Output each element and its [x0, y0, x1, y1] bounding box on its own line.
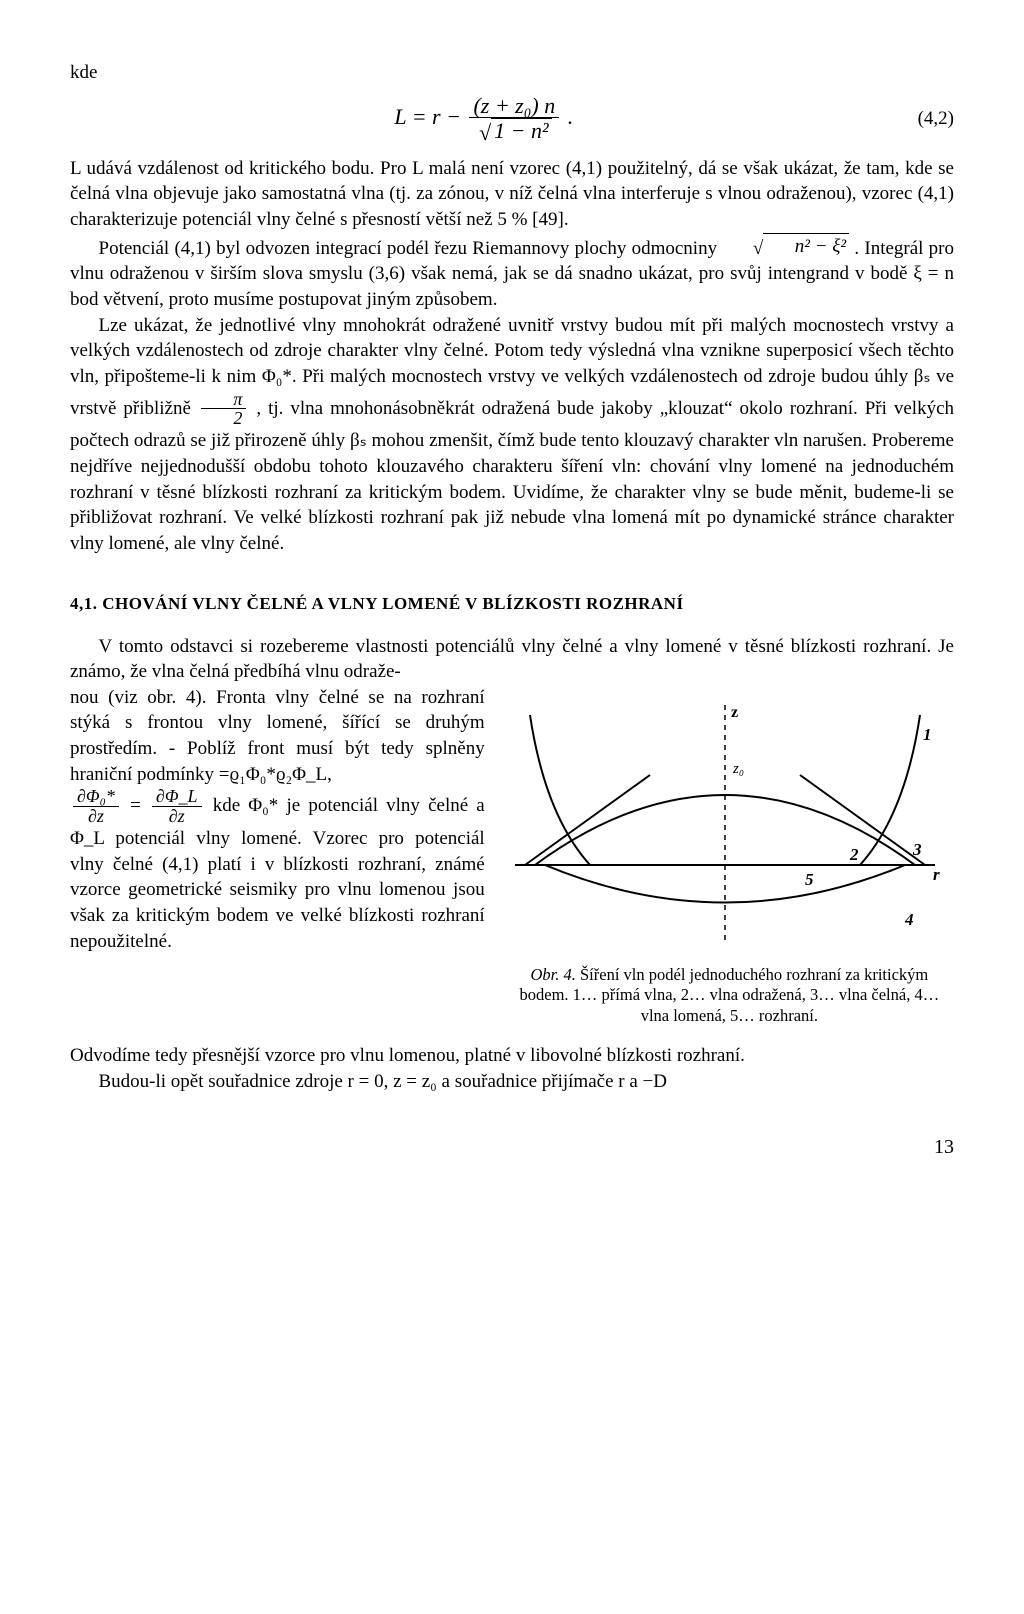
section-heading: 4,1. CHOVÁNÍ VLNY ČELNÉ A VLNY LOMENÉ V … — [70, 593, 954, 616]
eq-period: . — [568, 104, 574, 129]
dphil-bot: ∂z — [152, 807, 202, 826]
dphi0-top: ∂Φ₀* — [73, 787, 119, 807]
eq-numerator: (z + z₀) n — [469, 94, 559, 118]
pi-bot: 2 — [201, 409, 247, 428]
fig-label-3: 3 — [912, 840, 922, 859]
fig-label-z: z — [731, 704, 738, 721]
paragraph-2: Potenciál (4,1) byl odvozen integrací po… — [70, 233, 954, 313]
pi-top: π — [201, 390, 247, 410]
para2-sqrt: n² − ξ² — [722, 233, 849, 262]
fig-label-z0: z₀ — [732, 761, 744, 777]
paragraph-5: Odvodíme tedy přesnější vzorce pro vlnu … — [70, 1043, 954, 1069]
col-eq-eq: = — [130, 795, 149, 816]
kde-label: kde — [70, 60, 954, 86]
paragraph-1: L udává vzdálenost od kritického bodu. P… — [70, 156, 954, 233]
figure-4: z₀ z 1 2 3 4 5 r — [505, 695, 954, 955]
dphil-top: ∂Φ_L — [152, 787, 202, 807]
col-a: nou (viz obr. 4). Fronta vlny čelné se n… — [70, 687, 485, 785]
fig-label-1: 1 — [923, 725, 932, 744]
para2-a: Potenciál (4,1) byl odvozen integrací po… — [99, 238, 723, 259]
fig-caption-num: Obr. 4. — [530, 965, 575, 984]
paragraph-4-lead: V tomto odstavci si rozebereme vlastnost… — [70, 634, 954, 685]
fig-label-2: 2 — [849, 845, 859, 864]
col-b: kde Φ₀* je potenciál vlny čelné a Φ_L po… — [70, 795, 485, 952]
fig-label-r: r — [933, 865, 940, 884]
eq-sqrt: 1 − n² — [477, 118, 552, 144]
figure-4-caption: Obr. 4. Šíření vln podél jednoduchého ro… — [505, 965, 954, 1027]
equation-4-2: L = r − (z + z₀) n 1 − n² . (4,2) — [70, 94, 954, 144]
fig-label-4: 4 — [904, 910, 914, 929]
left-column-text: nou (viz obr. 4). Fronta vlny čelné se n… — [70, 685, 485, 955]
dphi0-bot: ∂z — [73, 807, 119, 826]
eq-lhs: L = r − — [394, 104, 461, 129]
page-number: 13 — [70, 1134, 954, 1161]
paragraph-3: Lze ukázat, že jednotlivé vlny mnohokrát… — [70, 313, 954, 557]
paragraph-6: Budou-li opět souřadnice zdroje r = 0, z… — [70, 1069, 954, 1095]
fig-caption-text: Šíření vln podél jednoduchého rozhraní z… — [520, 965, 940, 1025]
fig-label-5: 5 — [805, 870, 814, 889]
eq-number: (4,2) — [898, 106, 954, 132]
